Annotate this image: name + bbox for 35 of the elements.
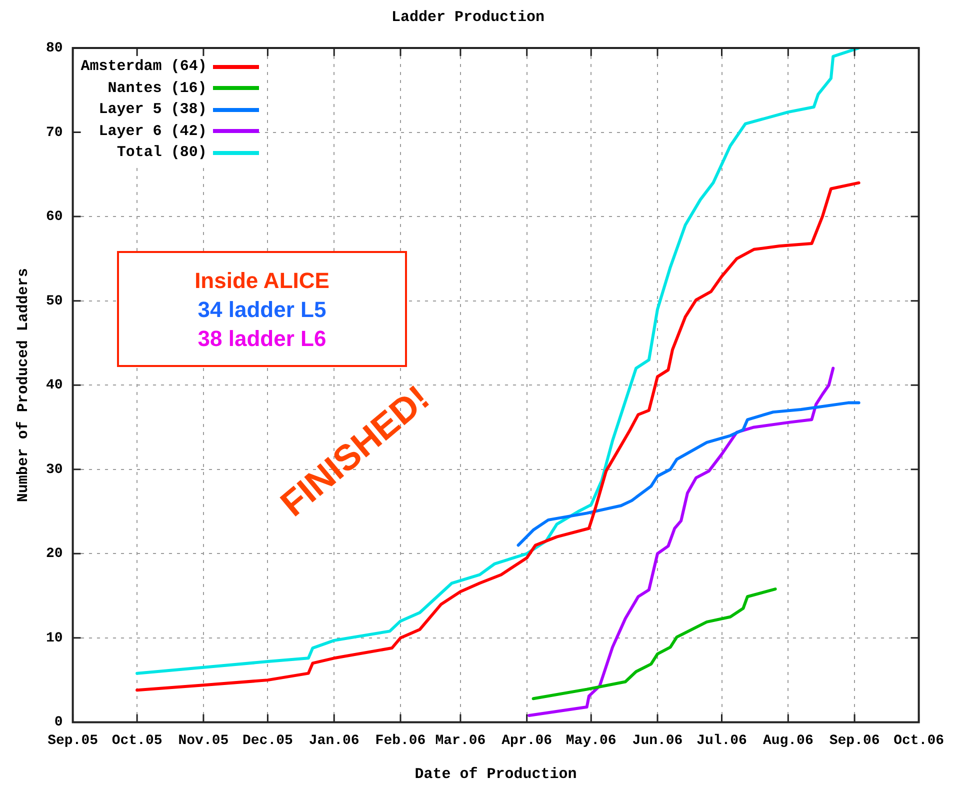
x-tick-label: Sep.06 — [829, 733, 880, 750]
text-box: Inside ALICE 34 ladder L5 38 ladder L6 — [117, 251, 407, 367]
x-tick-label: Feb.06 — [375, 733, 426, 750]
legend-label: Amsterdam (64) — [80, 57, 207, 77]
x-tick-label: Jun.06 — [632, 733, 683, 750]
y-axis-title: Number of Produced Ladders — [14, 268, 32, 502]
y-tick-label: 60 — [46, 209, 63, 226]
x-tick-label: Oct.05 — [112, 733, 162, 750]
annotation: 38 ladder L6 — [198, 324, 326, 352]
x-axis-title: Date of Production — [414, 766, 577, 783]
y-tick-label: 30 — [46, 462, 63, 478]
x-tick-label: Mar.06 — [435, 733, 486, 750]
y-tick-label: 20 — [46, 546, 63, 562]
x-tick-label: Nov.05 — [178, 733, 229, 750]
legend-label: Layer 6 (42) — [98, 122, 207, 142]
y-tick-label: 80 — [46, 40, 63, 57]
chart-title: Ladder Production — [391, 8, 545, 26]
x-tick-label: Apr.06 — [502, 733, 552, 750]
x-tick-label: May.06 — [566, 733, 616, 750]
y-tick-label: 70 — [46, 124, 63, 141]
x-tick-label: Oct.06 — [894, 733, 944, 750]
y-tick-label: 50 — [46, 293, 63, 310]
y-tick-label: 10 — [46, 630, 63, 646]
annotation: 34 ladder L5 — [198, 296, 326, 324]
x-tick-label: Dec.05 — [242, 733, 293, 750]
y-tick-label: 40 — [46, 378, 63, 394]
y-tick-label: 0 — [54, 714, 63, 731]
x-tick-label: Jan.06 — [308, 733, 360, 750]
legend-label: Nantes (16) — [108, 78, 207, 98]
annotation: Inside ALICE — [194, 266, 330, 294]
x-tick-label: Aug.06 — [762, 733, 814, 750]
x-tick-label: Sep.05 — [48, 733, 98, 750]
legend-label: Layer 5 (38) — [98, 100, 207, 120]
legend-label: Total (80) — [116, 143, 207, 163]
x-tick-label: Jul.06 — [696, 733, 747, 750]
